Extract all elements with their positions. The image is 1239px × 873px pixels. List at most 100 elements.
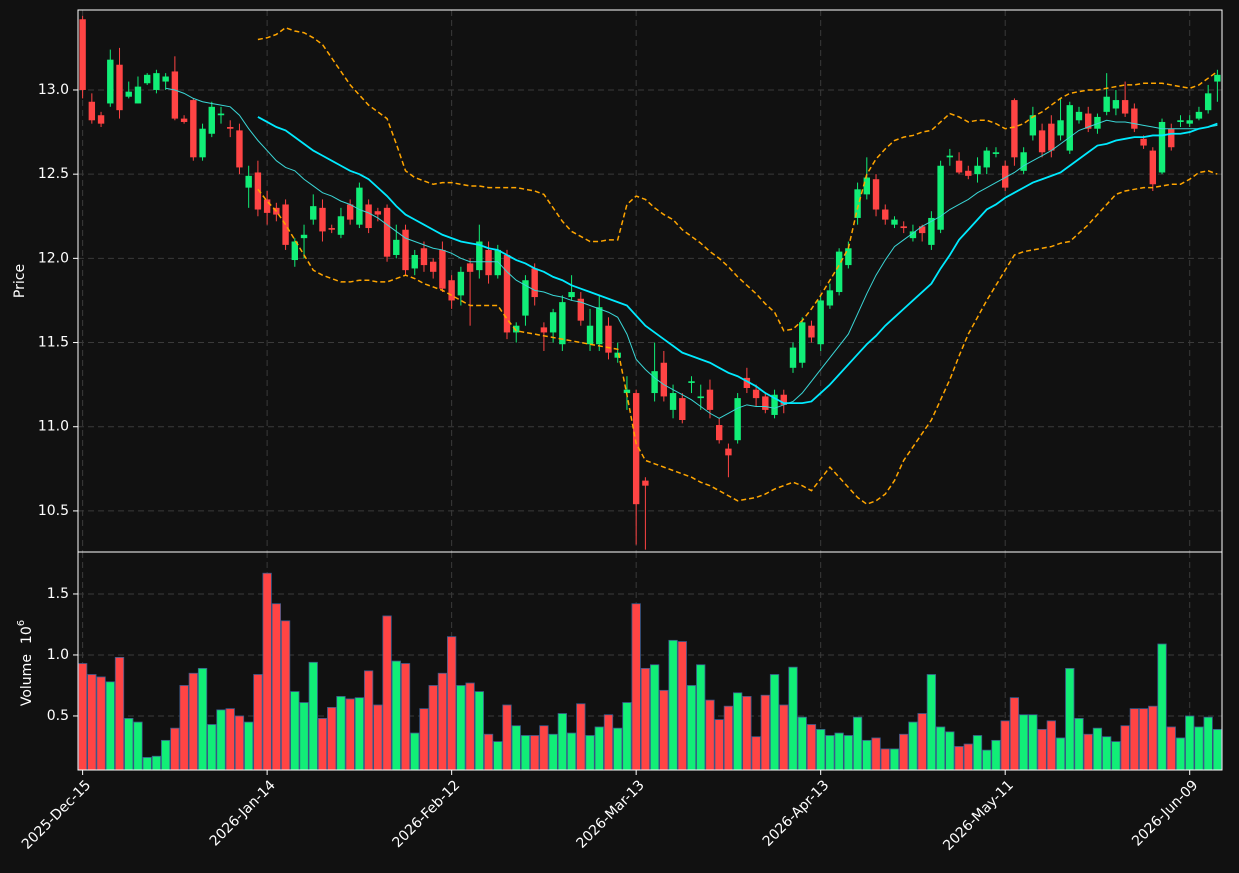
volume-bar [1037,728,1047,771]
volume-bar [124,717,134,771]
volume-bar [945,731,955,771]
candle-body [448,280,455,301]
volume-bar [954,746,964,771]
candle-body [1020,152,1027,171]
volume-bar [834,732,844,771]
volume-bar [1138,708,1149,771]
volume-bar [437,672,448,771]
volume-bar [373,704,383,771]
volume-bar [262,572,272,771]
candle-body [863,177,871,195]
candle-body [780,394,787,405]
candle-body [854,189,861,218]
candle-body [789,347,797,368]
candle-body [1177,120,1184,122]
candle-body [909,231,917,239]
candle-body [1029,115,1037,136]
candle-body [1149,150,1157,185]
candle-body [586,325,594,345]
volume-bar [207,724,217,771]
candle-body [411,254,418,269]
candle-body [217,113,225,116]
volume-bar [336,696,346,771]
volume-bar [530,735,540,771]
volume-bar [105,681,115,771]
candle-body [725,448,732,456]
volume-bar [419,708,429,771]
candle-body [605,325,612,353]
candle-body [1103,96,1110,112]
volume-bar [188,672,198,771]
volume-bar [1019,714,1029,771]
volume-bar [447,636,457,771]
candle-body [1085,113,1092,129]
candle-body [513,325,520,333]
candle-body [928,217,935,245]
candle-body [383,207,391,257]
volume-bar [963,743,973,771]
candle-body [190,100,197,158]
volume-bar [816,728,826,771]
volume-bar [889,748,900,771]
volume-bar [1009,697,1020,771]
candle-body [1112,100,1120,109]
volume-bar [788,666,798,771]
volume-bar [1120,725,1130,771]
volume-bar [1092,727,1103,771]
candle-body [1057,120,1064,136]
candle-body [97,115,105,124]
volume-bar [1028,714,1038,771]
volume-bar [659,689,669,771]
volume-bar [769,674,780,771]
price-axis-label: Price [12,264,28,298]
candle-body [374,211,382,215]
candle-body [402,229,409,271]
candle-body [752,389,760,399]
candle-body [143,74,151,84]
candle-body [771,394,778,415]
candle-body [365,204,372,229]
candle-body [328,228,335,230]
candle-body [199,128,206,158]
volume-bar [825,735,835,771]
volume-bar [456,685,466,771]
volume-bar [77,663,88,771]
volume-bar [1194,726,1204,771]
volume-bar [871,737,881,771]
volume-bar [179,685,189,771]
volume-bar [133,721,143,771]
candle-body [116,64,123,111]
volume-bar [483,733,494,771]
volume-bar [308,661,318,771]
volume-bar [539,725,549,771]
volume-bar [280,620,291,771]
candle-body [125,91,132,97]
volume-label-text: Volume [19,654,35,706]
candle-body [549,312,557,333]
candle-body [955,160,963,173]
candle-body [208,106,215,134]
candle-body [107,59,114,104]
volume-bar [686,685,697,771]
candle-body [503,254,511,333]
candle-body [614,352,621,358]
candle-body [660,362,668,397]
volume-bar [677,641,687,771]
volume-bar [502,704,512,771]
candle-body [1094,116,1101,129]
volume-bar [622,702,632,771]
candle-body [918,226,926,234]
volume-bar [714,719,724,771]
candle-body [300,234,308,239]
candle-body [762,396,769,410]
candle-body [845,248,852,266]
volume-bar [908,721,918,771]
volume-offset-exponent: 6 [16,620,27,626]
candle-body [171,71,179,119]
volume-bar [668,639,678,771]
candle-body [1048,123,1055,151]
volume-bar [161,739,171,771]
volume-bar [1203,716,1213,771]
volume-bar [603,714,614,771]
